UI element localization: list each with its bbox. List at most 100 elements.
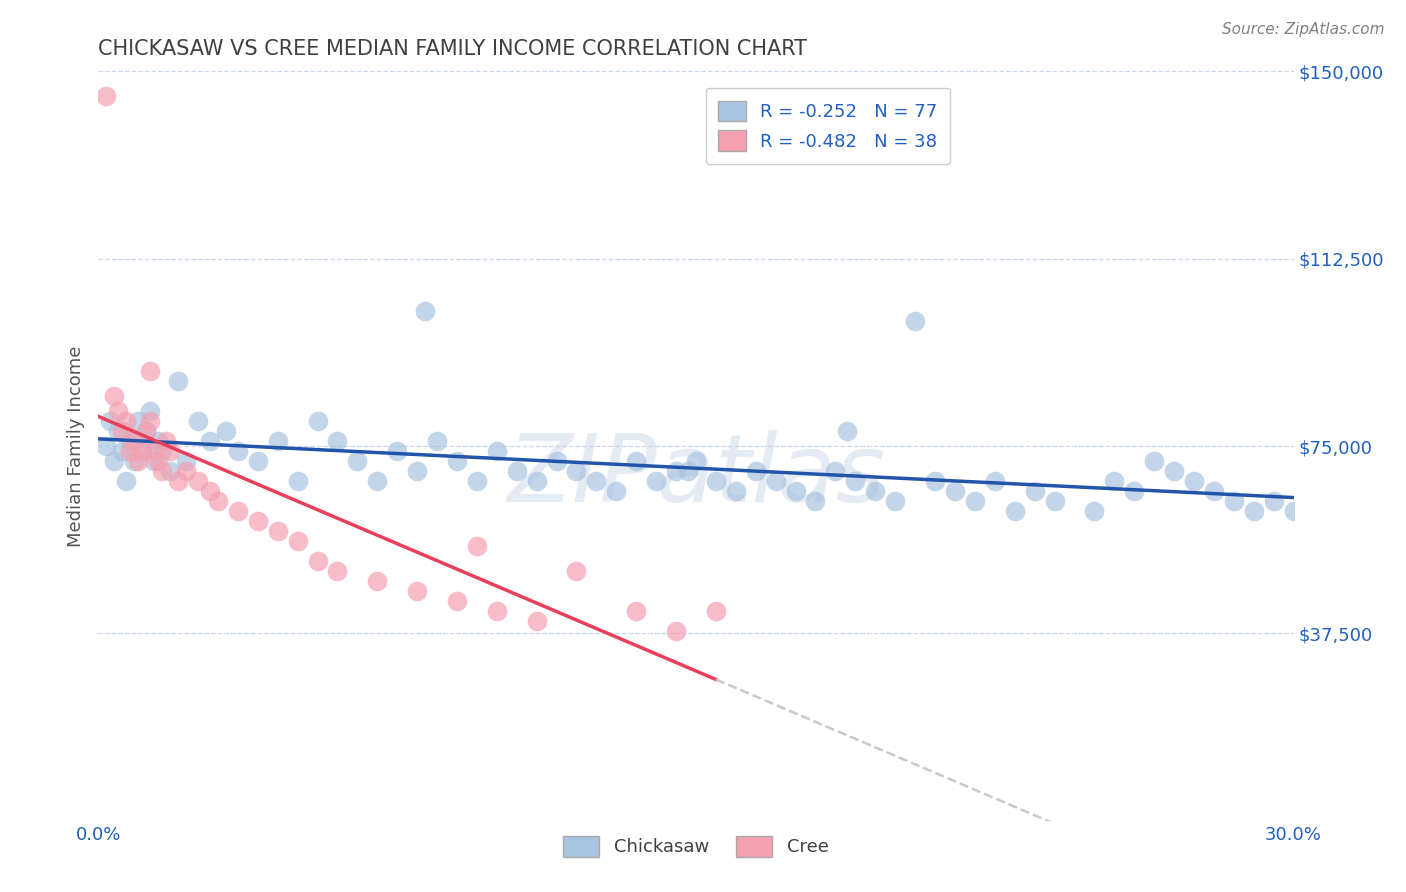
Point <box>366 574 388 588</box>
Point <box>824 464 846 478</box>
Point <box>174 454 197 468</box>
Point <box>111 444 134 458</box>
Point <box>148 434 170 448</box>
Point <box>765 474 787 488</box>
Point <box>167 474 190 488</box>
Point <box>865 483 887 498</box>
Legend: Chickasaw, Cree: Chickasaw, Cree <box>557 829 835 864</box>
Point <box>187 474 209 488</box>
Point <box>1163 464 1185 478</box>
Point <box>139 404 162 418</box>
Point <box>326 434 349 448</box>
Point <box>307 554 329 568</box>
Point <box>485 604 508 618</box>
Text: ZIPatlas: ZIPatlas <box>508 431 884 522</box>
Point <box>307 414 329 428</box>
Point <box>103 389 125 403</box>
Point <box>413 304 436 318</box>
Point <box>837 424 859 438</box>
Point <box>546 454 568 468</box>
Point <box>139 364 162 378</box>
Point <box>943 483 966 498</box>
Point <box>676 464 699 478</box>
Point <box>267 524 290 538</box>
Point <box>246 454 269 468</box>
Point <box>1263 494 1285 508</box>
Point <box>406 464 429 478</box>
Point <box>406 583 429 598</box>
Point <box>704 604 727 618</box>
Point <box>124 434 146 448</box>
Point <box>704 474 727 488</box>
Point <box>207 494 229 508</box>
Point <box>1024 483 1046 498</box>
Point <box>226 444 249 458</box>
Point <box>159 444 181 458</box>
Point <box>745 464 768 478</box>
Point <box>565 564 588 578</box>
Point <box>585 474 607 488</box>
Point <box>506 464 529 478</box>
Point <box>150 464 173 478</box>
Point <box>465 474 488 488</box>
Point <box>135 424 157 438</box>
Point <box>124 454 146 468</box>
Point <box>287 533 309 548</box>
Point <box>1004 504 1026 518</box>
Point <box>127 454 149 468</box>
Point <box>215 424 238 438</box>
Point <box>626 604 648 618</box>
Point <box>150 444 173 458</box>
Point <box>605 483 627 498</box>
Point <box>963 494 986 508</box>
Point <box>115 474 138 488</box>
Point <box>107 404 129 418</box>
Point <box>485 444 508 458</box>
Point <box>226 504 249 518</box>
Point <box>267 434 290 448</box>
Point <box>626 454 648 468</box>
Point <box>174 464 197 478</box>
Point <box>96 89 118 103</box>
Point <box>984 474 1007 488</box>
Point <box>143 454 166 468</box>
Point <box>148 454 170 468</box>
Point <box>1143 454 1166 468</box>
Point <box>131 444 153 458</box>
Point <box>120 444 142 458</box>
Point <box>884 494 907 508</box>
Point <box>446 454 468 468</box>
Point <box>724 483 747 498</box>
Point <box>1243 504 1265 518</box>
Point <box>167 374 190 388</box>
Point <box>385 444 409 458</box>
Point <box>1123 483 1146 498</box>
Point <box>143 444 166 458</box>
Point <box>645 474 668 488</box>
Point <box>326 564 349 578</box>
Point <box>366 474 388 488</box>
Point <box>198 434 221 448</box>
Point <box>127 414 149 428</box>
Point <box>526 474 548 488</box>
Point <box>526 614 548 628</box>
Point <box>159 464 181 478</box>
Point <box>665 464 688 478</box>
Point <box>111 424 134 438</box>
Point <box>1083 504 1105 518</box>
Point <box>665 624 688 638</box>
Point <box>924 474 946 488</box>
Point <box>465 539 488 553</box>
Point <box>96 439 118 453</box>
Point <box>804 494 827 508</box>
Point <box>565 464 588 478</box>
Point <box>107 424 129 438</box>
Point <box>844 474 866 488</box>
Point <box>685 454 707 468</box>
Point <box>155 434 177 448</box>
Point <box>1223 494 1246 508</box>
Point <box>1202 483 1225 498</box>
Point <box>1104 474 1126 488</box>
Point <box>115 414 138 428</box>
Text: CHICKASAW VS CREE MEDIAN FAMILY INCOME CORRELATION CHART: CHICKASAW VS CREE MEDIAN FAMILY INCOME C… <box>98 38 807 59</box>
